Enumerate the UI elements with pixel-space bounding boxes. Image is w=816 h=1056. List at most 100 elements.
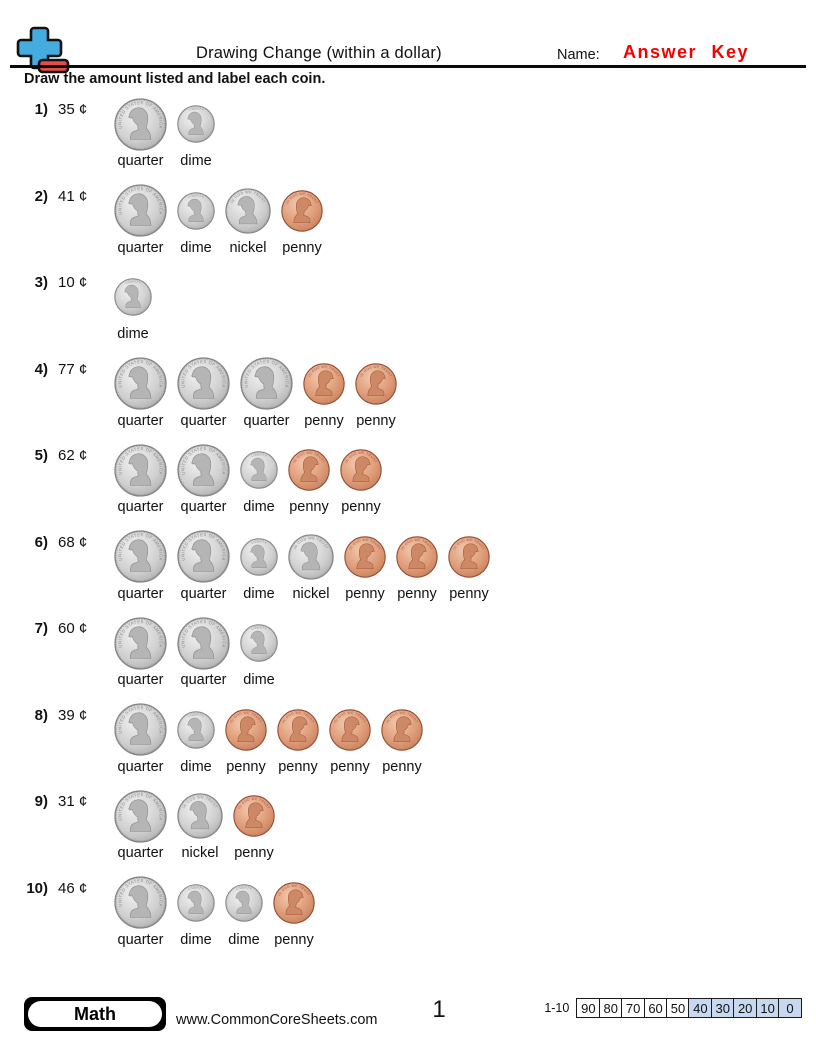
coin-group: UNITED STATES OF AMERICA quarter LIBERTY di… <box>114 875 315 948</box>
website-text: www.CommonCoreSheets.com <box>176 1012 378 1028</box>
penny-coin-icon: IN GOD WE TRUST <box>303 362 345 405</box>
problem-number: 8) <box>34 706 48 724</box>
coin-label: penny <box>234 845 274 861</box>
quarter-coin-icon: UNITED STATES OF AMERICA <box>114 876 167 929</box>
coin-item-dime: LIBERTY dime <box>240 442 278 515</box>
coin-item-quarter: UNITED STATES OF AMERICA quarter <box>114 529 167 602</box>
penny-coin-icon: IN GOD WE TRUST <box>273 881 315 924</box>
name-label: Name: <box>557 47 600 63</box>
coin-item-quarter: UNITED STATES OF AMERICA quarter <box>114 356 167 429</box>
coin-label: quarter <box>117 239 164 256</box>
score-table: 90 80 70 60 50 40 30 20 10 0 <box>576 998 802 1018</box>
coin-item-dime: LIBERTY dime <box>240 615 278 688</box>
coin-label: dime <box>180 758 212 775</box>
coin-item-penny: IN GOD WE TRUST penny <box>233 788 275 861</box>
problem-row: 9) 31 ¢ UNITED STATES OF AMERICA quarter I… <box>24 788 794 875</box>
coin-image: LIBERTY <box>240 529 278 585</box>
problem-number: 3) <box>34 274 48 291</box>
coin-image: UNITED STATES OF AMERICA <box>114 442 167 498</box>
coin-item-penny: IN GOD WE TRUST penny <box>288 442 330 515</box>
quarter-coin-icon: UNITED STATES OF AMERICA <box>114 530 167 583</box>
coin-image: LIBERTY <box>177 183 215 239</box>
coin-image: IN GOD WE TRUST <box>281 183 323 239</box>
coin-item-dime: LIBERTY dime <box>114 269 152 342</box>
score-cell: 90 <box>576 998 601 1018</box>
coin-image: IN GOD WE TRUST <box>329 702 371 758</box>
coin-item-quarter: UNITED STATES OF AMERICA quarter <box>177 356 230 429</box>
quarter-coin-icon: UNITED STATES OF AMERICA <box>114 789 167 843</box>
problem-amount: 41 ¢ <box>58 187 88 205</box>
problem-amount: 10 ¢ <box>58 274 88 291</box>
svg-text:LIBERTY: LIBERTY <box>188 193 205 199</box>
coin-image: UNITED STATES OF AMERICA <box>114 875 167 931</box>
coin-item-quarter: UNITED STATES OF AMERICA quarter <box>114 875 167 948</box>
penny-coin-icon: IN GOD WE TRUST <box>277 708 319 751</box>
coin-image: IN GOD WE TRUST <box>288 442 330 498</box>
quarter-coin-icon: UNITED STATES OF AMERICA <box>114 97 167 151</box>
coin-image: LIBERTY <box>240 615 278 671</box>
problem-number: 2) <box>34 187 48 205</box>
svg-text:LIBERTY: LIBERTY <box>251 539 268 545</box>
coin-label: quarter <box>117 758 164 775</box>
svg-text:LIBERTY: LIBERTY <box>251 452 268 458</box>
problem-amount: 39 ¢ <box>58 706 88 724</box>
nickel-coin-icon: IN GOD WE TRUST <box>288 533 334 580</box>
problem-amount: 60 ¢ <box>58 620 88 637</box>
coin-image: LIBERTY <box>225 875 263 931</box>
score-cell: 30 <box>710 998 735 1018</box>
problem-number: 4) <box>34 360 48 378</box>
answer-key-text: Answer Key <box>623 42 750 62</box>
coin-image: IN GOD WE TRUST <box>225 702 267 758</box>
coin-label: dime <box>243 585 275 602</box>
coin-label: quarter <box>117 672 164 688</box>
coin-item-nickel: IN GOD WE TRUST nickel <box>177 788 223 861</box>
nickel-coin-icon: IN GOD WE TRUST <box>177 793 223 839</box>
coin-label: penny <box>304 412 344 429</box>
coin-label: quarter <box>180 672 227 688</box>
coin-group: UNITED STATES OF AMERICA quarter UNITED ST… <box>114 615 278 688</box>
nickel-coin-icon: IN GOD WE TRUST <box>225 187 271 234</box>
dime-coin-icon: LIBERTY <box>177 105 215 143</box>
coin-group: UNITED STATES OF AMERICA quarter UNITED ST… <box>114 442 382 515</box>
coin-item-dime: LIBERTY dime <box>240 529 278 602</box>
coin-label: penny <box>282 239 322 256</box>
penny-coin-icon: IN GOD WE TRUST <box>281 189 323 232</box>
problem-number: 9) <box>34 793 48 810</box>
coin-label: nickel <box>181 845 219 861</box>
coin-item-dime: LIBERTY dime <box>177 96 215 169</box>
coin-label: dime <box>180 931 212 948</box>
coin-group: UNITED STATES OF AMERICA quarter UNITED ST… <box>114 356 397 429</box>
coin-image: IN GOD WE TRUST <box>396 529 438 585</box>
coin-item-penny: IN GOD WE TRUST penny <box>344 529 386 602</box>
problem-number: 5) <box>34 447 48 464</box>
coin-item-quarter: UNITED STATES OF AMERICA quarter <box>114 442 167 515</box>
svg-text:LIBERTY: LIBERTY <box>188 712 205 718</box>
coin-group: UNITED STATES OF AMERICA quarter IN GOD WE… <box>114 788 275 861</box>
coin-label: nickel <box>292 585 330 602</box>
score-cell: 80 <box>598 998 623 1018</box>
problem-list: 1) 35 ¢ UNITED STATES OF AMERICA quarter L… <box>24 96 794 961</box>
score-cell: 50 <box>665 998 690 1018</box>
coin-label: penny <box>345 585 385 602</box>
coin-label: quarter <box>117 931 164 948</box>
coin-label: penny <box>449 585 489 602</box>
quarter-coin-icon: UNITED STATES OF AMERICA <box>177 443 230 497</box>
quarter-coin-icon: UNITED STATES OF AMERICA <box>177 616 230 670</box>
coin-item-quarter: UNITED STATES OF AMERICA quarter <box>114 96 167 169</box>
problem-row: 3) 10 ¢ LIBERTY dime <box>24 269 794 356</box>
quarter-coin-icon: UNITED STATES OF AMERICA <box>240 357 293 410</box>
coin-item-quarter: UNITED STATES OF AMERICA quarter <box>114 615 167 688</box>
coin-image: LIBERTY <box>240 442 278 498</box>
problem-amount: 62 ¢ <box>58 447 88 464</box>
coin-label: quarter <box>180 585 227 602</box>
coin-image: UNITED STATES OF AMERICA <box>114 356 167 412</box>
coin-label: penny <box>341 499 381 515</box>
coin-label: penny <box>226 758 266 775</box>
penny-coin-icon: IN GOD WE TRUST <box>329 708 371 751</box>
svg-text:LIBERTY: LIBERTY <box>188 106 205 112</box>
coin-group: UNITED STATES OF AMERICA quarter LIBERTY di… <box>114 702 423 775</box>
coin-item-penny: IN GOD WE TRUST penny <box>340 442 382 515</box>
dime-coin-icon: LIBERTY <box>240 451 278 489</box>
penny-coin-icon: IN GOD WE TRUST <box>355 362 397 405</box>
coin-label: quarter <box>117 499 164 515</box>
